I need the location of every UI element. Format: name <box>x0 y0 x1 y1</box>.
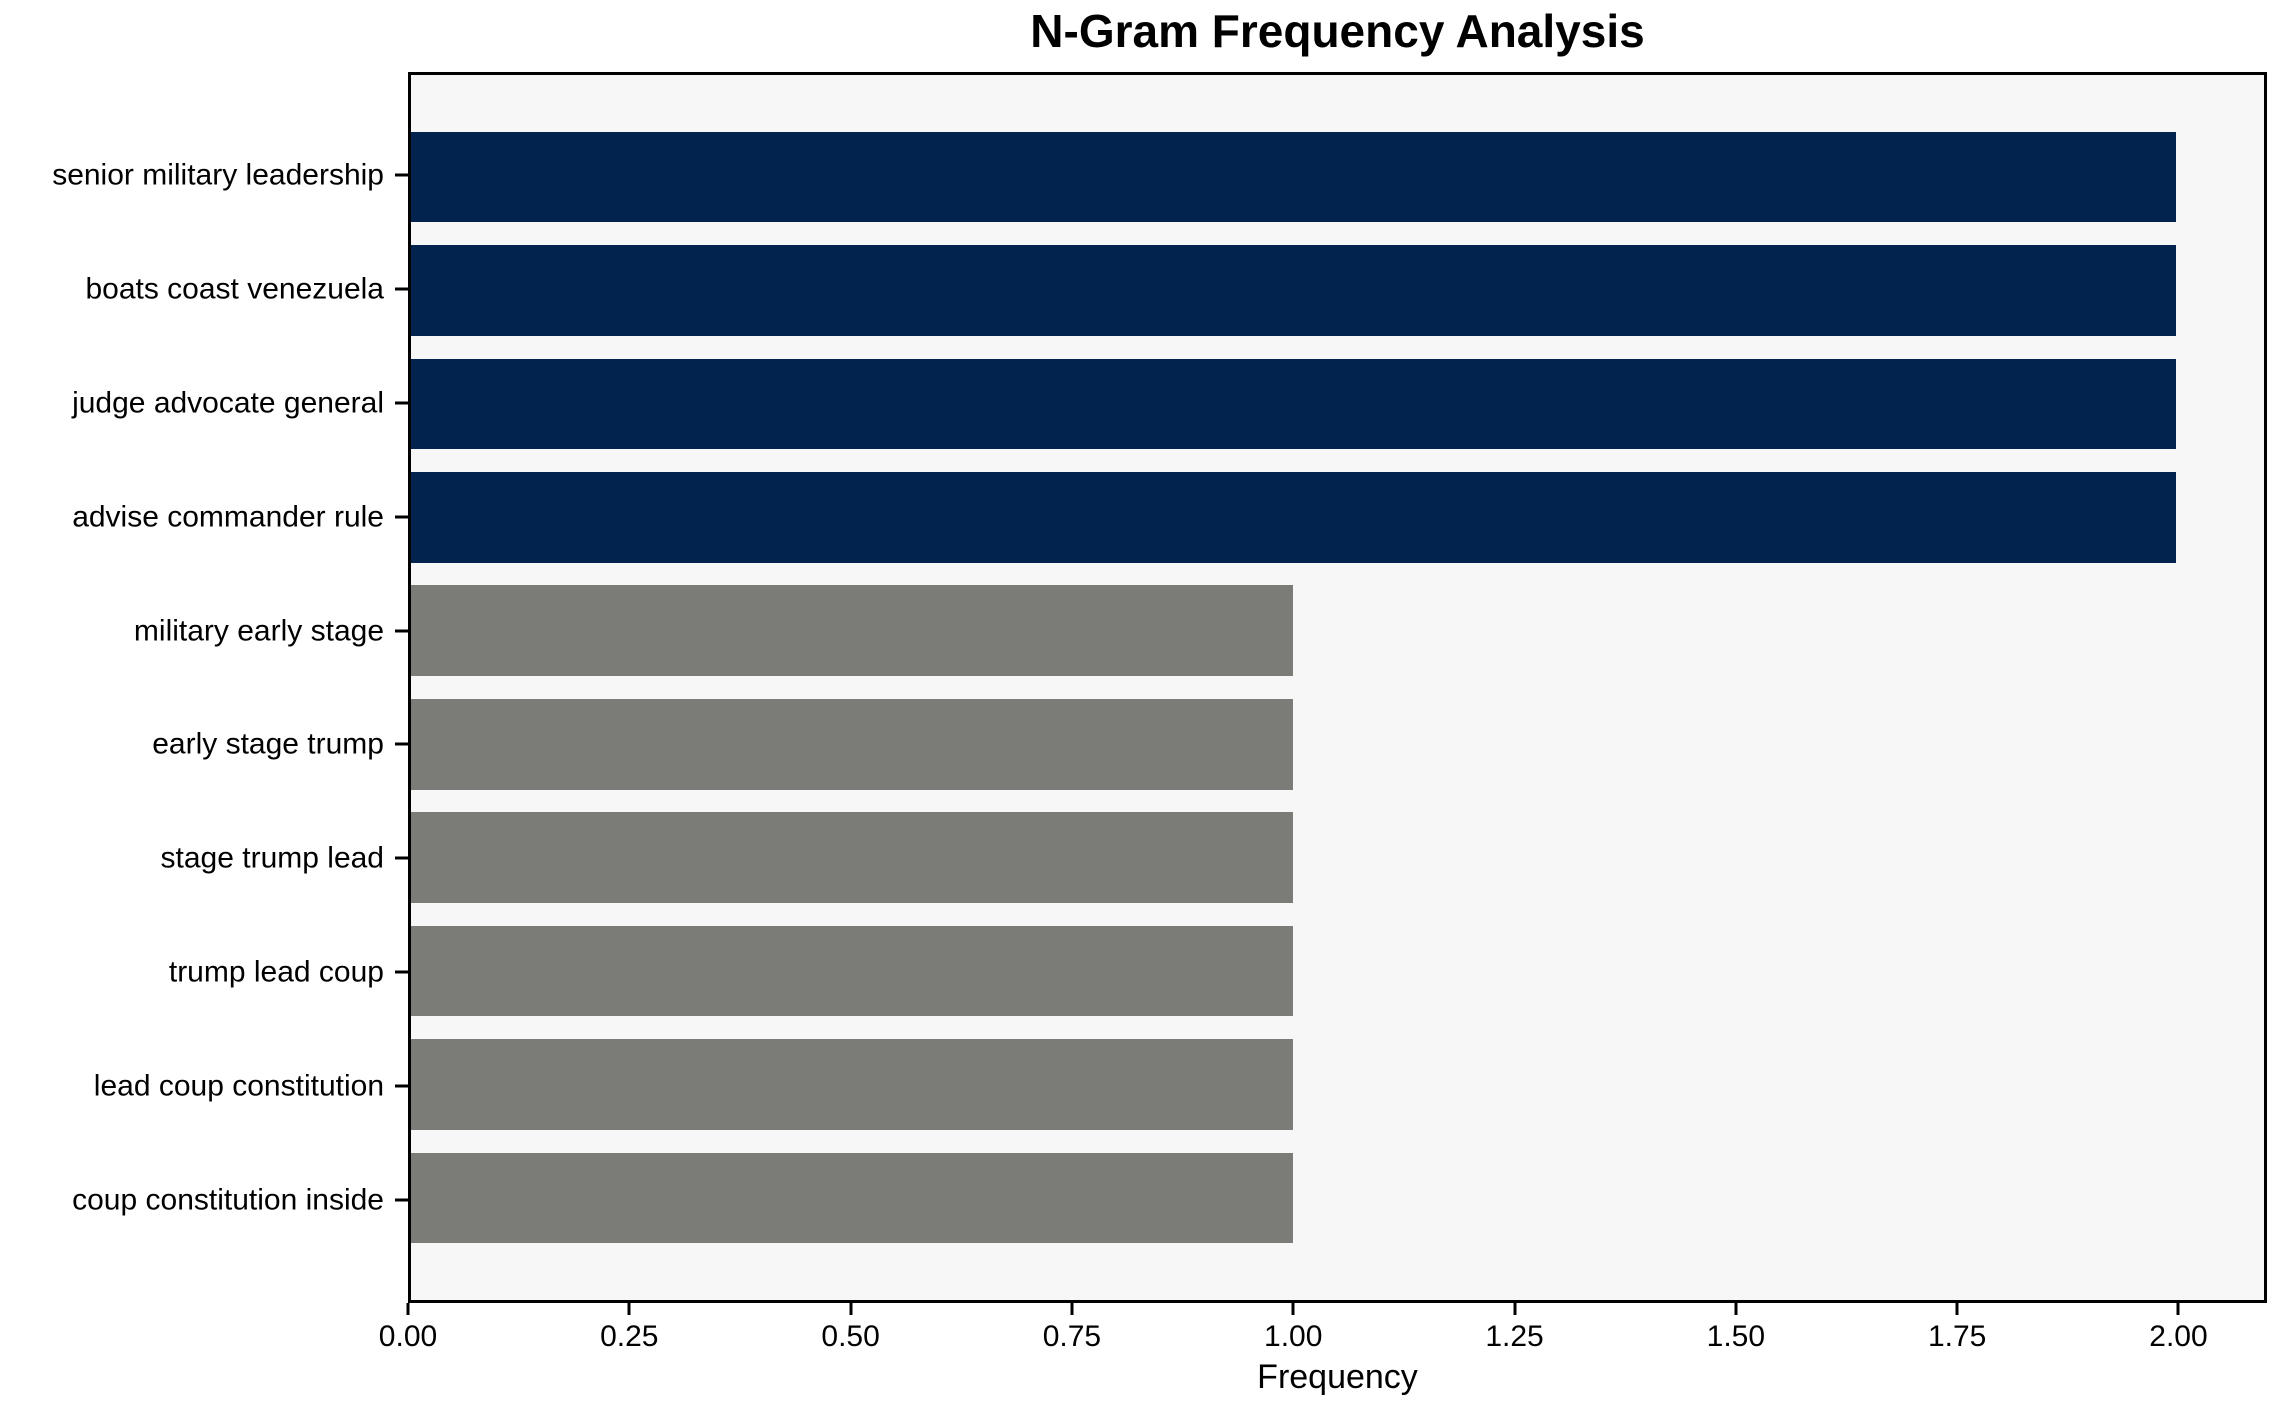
bar <box>411 358 2176 450</box>
y-tick-mark <box>395 401 408 405</box>
bar <box>411 1152 1294 1244</box>
x-tick-mark <box>849 1303 853 1315</box>
y-tick-label: military early stage <box>133 614 384 647</box>
x-tick-mark <box>406 1303 410 1315</box>
bar <box>411 812 1294 903</box>
x-tick-label: 2.00 <box>2149 1320 2208 1353</box>
bars-layer <box>411 75 2264 1300</box>
y-tick-mark <box>395 629 408 632</box>
bar <box>411 585 1294 677</box>
y-tick-label: early stage trump <box>152 727 384 761</box>
y-tick-label: senior military leadership <box>52 158 384 192</box>
y-tick-label: lead coup constitution <box>93 1069 384 1103</box>
bar <box>411 1039 1294 1130</box>
bar <box>411 925 1294 1017</box>
x-axis-title: Frequency <box>1257 1358 1418 1396</box>
y-tick-mark <box>395 742 408 746</box>
y-tick-mark <box>395 515 408 519</box>
y-tick-label: coup constitution inside <box>72 1183 384 1217</box>
y-tick-label: boats coast venezuela <box>85 272 384 306</box>
x-tick-label: 0.25 <box>600 1320 659 1353</box>
x-tick-label: 1.50 <box>1706 1320 1766 1353</box>
plot-area <box>408 72 2267 1303</box>
x-tick-label: 0.75 <box>1042 1320 1102 1353</box>
x-tick-mark <box>1513 1303 1517 1315</box>
y-tick-label: judge advocate general <box>72 386 384 420</box>
x-tick-label: 0.50 <box>821 1320 880 1353</box>
y-tick-label: advise commander rule <box>72 500 384 534</box>
y-tick-mark <box>395 287 408 291</box>
x-tick-mark <box>1291 1303 1295 1315</box>
x-tick-mark <box>1734 1303 1738 1315</box>
x-tick-label: 1.75 <box>1927 1320 1987 1353</box>
y-tick-label: stage trump lead <box>160 841 384 875</box>
bar <box>411 698 1294 790</box>
bar <box>411 245 2176 336</box>
x-tick-label: 0.00 <box>378 1320 438 1353</box>
x-tick-mark <box>1955 1303 1959 1315</box>
y-tick-mark <box>395 1084 408 1088</box>
chart-title: N-Gram Frequency Analysis <box>1030 5 1645 57</box>
x-tick-label: 1.00 <box>1264 1320 1323 1353</box>
y-tick-mark <box>395 1198 408 1202</box>
bar <box>411 471 2176 563</box>
bar <box>411 131 2176 223</box>
x-tick-mark <box>2176 1303 2180 1315</box>
y-tick-label: trump lead coup <box>168 955 384 989</box>
y-tick-mark <box>395 970 408 974</box>
x-tick-mark <box>627 1303 631 1315</box>
x-tick-mark <box>1070 1303 1074 1315</box>
y-tick-mark <box>395 173 408 177</box>
x-tick-label: 1.25 <box>1485 1320 1544 1353</box>
y-tick-mark <box>395 856 408 860</box>
